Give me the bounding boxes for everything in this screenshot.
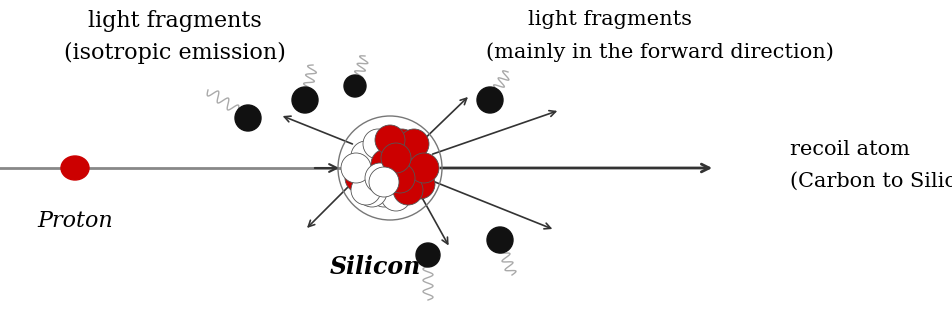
Circle shape — [387, 129, 417, 159]
Circle shape — [385, 163, 415, 193]
Text: (isotropic emission): (isotropic emission) — [64, 42, 286, 64]
Circle shape — [371, 149, 401, 179]
Circle shape — [381, 143, 411, 173]
Circle shape — [409, 153, 439, 183]
Circle shape — [365, 163, 395, 193]
Circle shape — [399, 147, 429, 177]
Circle shape — [399, 129, 429, 159]
Text: (mainly in the forward direction): (mainly in the forward direction) — [486, 42, 834, 62]
Circle shape — [357, 177, 387, 207]
Circle shape — [344, 75, 366, 97]
Circle shape — [375, 157, 405, 187]
Text: (Carbon to Silicon): (Carbon to Silicon) — [790, 172, 952, 191]
Text: recoil atom: recoil atom — [790, 140, 910, 159]
Circle shape — [351, 175, 381, 205]
Circle shape — [369, 167, 399, 197]
Ellipse shape — [61, 156, 89, 180]
Text: Silicon: Silicon — [329, 255, 421, 279]
Circle shape — [477, 87, 503, 113]
Circle shape — [355, 165, 385, 195]
Circle shape — [393, 175, 423, 205]
Circle shape — [381, 181, 411, 211]
Circle shape — [379, 135, 409, 165]
Circle shape — [393, 163, 423, 193]
Text: light fragments: light fragments — [89, 10, 262, 32]
Text: Proton: Proton — [37, 210, 113, 232]
Circle shape — [375, 125, 405, 155]
Circle shape — [351, 141, 381, 171]
Circle shape — [487, 227, 513, 253]
Circle shape — [235, 105, 261, 131]
Circle shape — [416, 243, 440, 267]
Circle shape — [292, 87, 318, 113]
Circle shape — [405, 169, 435, 199]
Circle shape — [363, 129, 393, 159]
Text: light fragments: light fragments — [528, 10, 692, 29]
Circle shape — [345, 163, 375, 193]
Circle shape — [341, 153, 371, 183]
Circle shape — [369, 177, 399, 207]
